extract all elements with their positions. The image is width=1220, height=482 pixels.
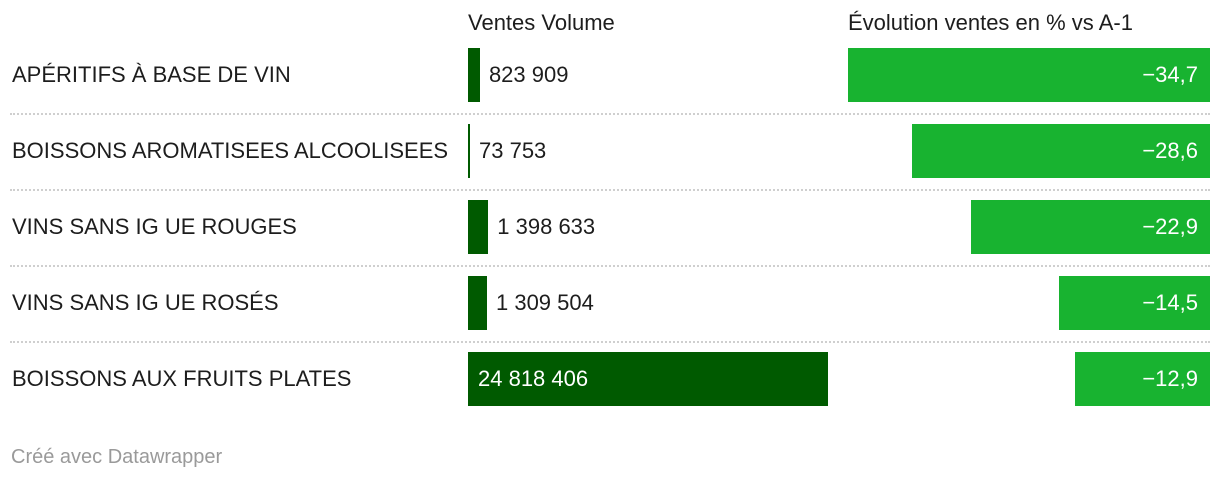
chart-row: APÉRITIFS À BASE DE VIN 823 909 −34,7: [0, 48, 1220, 124]
volume-value-label: 73 753: [479, 138, 547, 163]
category-label: APÉRITIFS À BASE DE VIN: [12, 62, 291, 87]
evolution-value-label: −22,9: [1142, 214, 1198, 239]
volume-bar: [468, 200, 489, 254]
evolution-value-label: −14,5: [1142, 290, 1198, 315]
evolution-bar: [1075, 352, 1210, 406]
volume-bar: [468, 124, 470, 178]
volume-column-header: Ventes Volume: [468, 10, 615, 35]
chart-row: VINS SANS IG UE ROSÉS 1 309 504 −14,5: [0, 276, 1220, 352]
row-separator: [10, 265, 1210, 267]
evolution-bar: [848, 48, 1210, 102]
category-label: VINS SANS IG UE ROUGES: [12, 214, 297, 239]
volume-value-label: 823 909: [488, 62, 569, 87]
volume-bar: [468, 352, 828, 406]
evolution-column-header: Évolution ventes en % vs A-1: [848, 10, 1133, 35]
chart-row: BOISSONS AROMATISEES ALCOOLISEES 73 753 −2…: [0, 124, 1220, 200]
volume-value-label: 1 398 633: [497, 214, 596, 239]
category-label: VINS SANS IG UE ROSÉS: [12, 290, 279, 315]
evolution-bar: [911, 124, 1210, 178]
datawrapper-credit: Créé avec Datawrapper: [11, 446, 223, 468]
chart-row: BOISSONS AUX FRUITS PLATES 24 818 406 −12,…: [0, 352, 1220, 428]
row-separator: [10, 341, 1210, 343]
row-separator: [10, 189, 1210, 191]
category-label: BOISSONS AROMATISEES ALCOOLISEES: [12, 138, 449, 163]
volume-bar: [468, 276, 487, 330]
evolution-bar: [1058, 276, 1210, 330]
volume-value-label: 1 309 504: [495, 290, 594, 315]
volume-value-label: 24 818 406: [478, 366, 589, 391]
row-separator: [10, 113, 1210, 115]
evolution-value-label: −12,9: [1142, 366, 1198, 391]
evolution-bar: [971, 200, 1210, 254]
evolution-value-label: −34,7: [1142, 62, 1198, 87]
category-label: BOISSONS AUX FRUITS PLATES: [12, 366, 352, 391]
chart-row: VINS SANS IG UE ROUGES 1 398 633 −22,9: [0, 200, 1220, 276]
evolution-value-label: −28,6: [1142, 138, 1198, 163]
volume-bar: [468, 48, 480, 102]
